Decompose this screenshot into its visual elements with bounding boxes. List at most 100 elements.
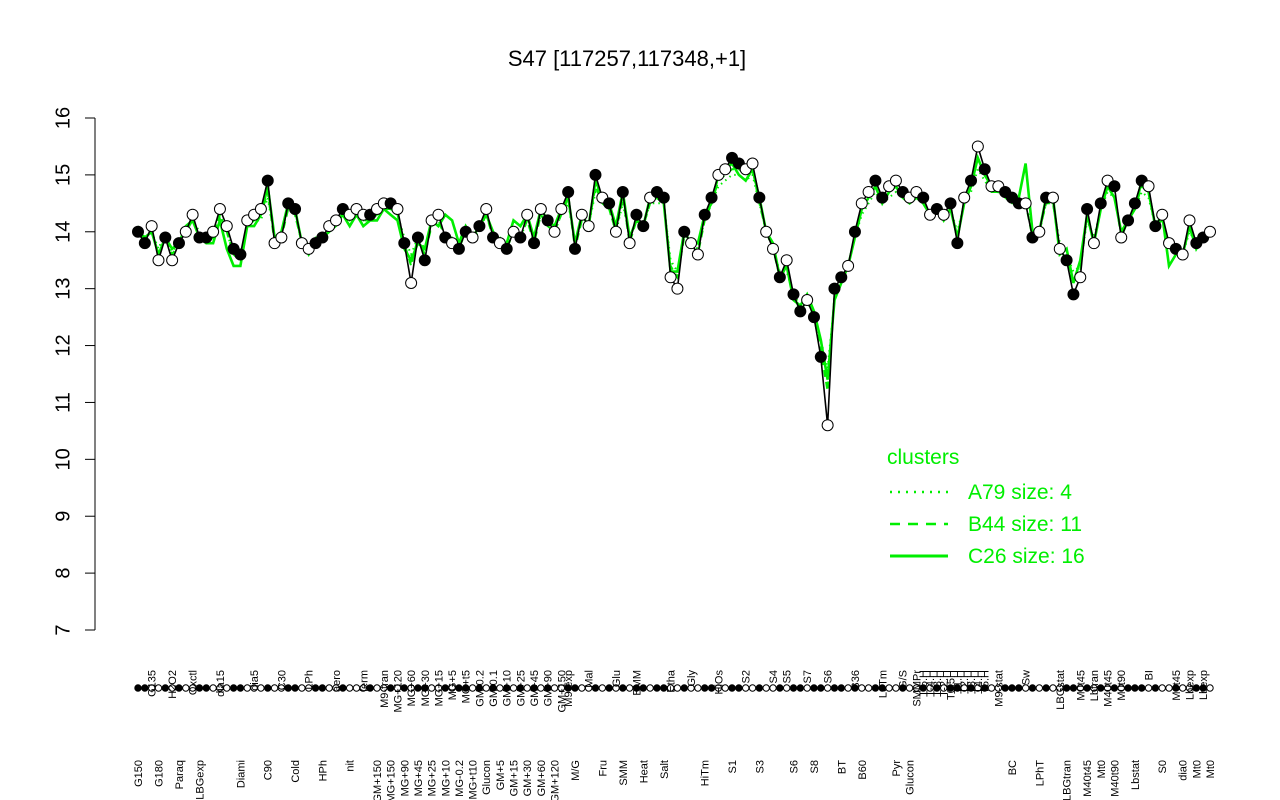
x-marker xyxy=(769,684,777,692)
x-tick-label: T1.H xyxy=(952,670,964,694)
x-tick-label: G/S xyxy=(898,670,910,689)
data-point xyxy=(609,225,622,238)
x-tick-label: G135 xyxy=(147,670,159,697)
data-point xyxy=(787,288,800,301)
x-tick-label: M0t90 xyxy=(1116,670,1128,701)
data-point xyxy=(452,242,465,255)
x-tick-label: LoTm xyxy=(877,670,889,698)
x-tick-label: S6 xyxy=(788,760,800,773)
y-tick-label: 9 xyxy=(52,511,74,522)
data-point xyxy=(411,231,424,244)
data-point xyxy=(1128,197,1141,210)
data-point xyxy=(828,282,841,295)
x-marker xyxy=(318,684,327,692)
x-tick-label: LBGstat xyxy=(1055,670,1067,710)
x-tick-label: Gly xyxy=(686,670,698,687)
x-tick-label: Pyr xyxy=(891,760,903,777)
x-tick-label: LPhT xyxy=(1034,760,1046,787)
x-tick-label: T-5.H xyxy=(918,670,930,697)
data-point xyxy=(562,185,575,198)
data-point xyxy=(289,203,302,216)
x-tick-label: G150 xyxy=(133,760,145,787)
data-point xyxy=(1081,203,1094,216)
x-tick-label: Glu xyxy=(611,670,623,687)
data-point xyxy=(876,191,889,204)
data-point xyxy=(398,237,411,250)
x-marker xyxy=(796,684,805,692)
data-point xyxy=(1046,191,1059,204)
y-tick-label: 15 xyxy=(52,164,74,186)
data-point xyxy=(261,174,274,187)
x-tick-label: GM-0.2 xyxy=(474,670,486,707)
x-tick-label: nit xyxy=(345,760,357,772)
x-marker xyxy=(236,684,245,692)
x-marker xyxy=(264,684,272,692)
x-tick-label: T4.H xyxy=(973,670,985,694)
data-point xyxy=(1115,231,1128,244)
x-marker xyxy=(598,684,607,692)
x-marker xyxy=(735,684,743,692)
x-tick-label: GM+15 xyxy=(509,760,521,796)
data-point xyxy=(835,271,848,284)
x-marker xyxy=(782,684,791,692)
x-tick-label: M0t45 xyxy=(1075,670,1087,701)
data-point xyxy=(623,237,636,250)
x-tick-label: GM-0.1 xyxy=(488,670,500,707)
data-point xyxy=(855,197,868,210)
x-marker xyxy=(1144,684,1153,692)
data-point xyxy=(1094,197,1107,210)
y-tick-label: 16 xyxy=(52,107,74,129)
data-point xyxy=(889,174,902,187)
x-tick-label: M9-exp xyxy=(563,670,575,707)
x-marker xyxy=(748,684,757,692)
data-point xyxy=(521,208,534,221)
data-point xyxy=(719,163,732,176)
x-tick-label: Mt0 xyxy=(1096,760,1108,778)
data-point xyxy=(330,214,343,227)
data-point xyxy=(848,225,861,238)
x-tick-label: HPh xyxy=(317,760,329,781)
data-point xyxy=(664,271,677,284)
x-tick-label: GM+10 xyxy=(502,670,514,706)
data-point xyxy=(1149,220,1162,233)
x-tick-label: Lbstat xyxy=(1130,760,1142,790)
x-tick-label: M/G xyxy=(570,760,582,781)
data-point xyxy=(480,203,493,216)
x-marker xyxy=(1035,684,1043,692)
x-tick-label: M40t90 xyxy=(1109,760,1121,797)
x-marker xyxy=(1008,684,1016,692)
data-point xyxy=(958,191,971,204)
legend-title: clusters xyxy=(887,446,959,469)
data-point xyxy=(944,197,957,210)
x-tick-label: LBGexp xyxy=(194,760,206,800)
x-tick-label: M0t45 xyxy=(1171,670,1183,701)
x-tick-label: Mal xyxy=(584,670,596,688)
data-point xyxy=(1067,288,1080,301)
data-point xyxy=(234,248,247,261)
data-point xyxy=(159,231,172,244)
data-point xyxy=(1074,271,1087,284)
data-point xyxy=(862,185,875,198)
data-point xyxy=(951,237,964,250)
x-tick-label: T-4.H xyxy=(925,670,937,697)
x-tick-label: HiTm xyxy=(700,760,712,786)
data-point xyxy=(514,231,527,244)
data-point xyxy=(1053,242,1066,255)
data-point xyxy=(1122,214,1135,227)
data-point xyxy=(801,294,814,307)
x-tick-label: MG+150 xyxy=(386,760,398,800)
x-tick-label: M40t45 xyxy=(1082,760,1094,797)
x-marker xyxy=(728,684,736,692)
data-point xyxy=(746,157,759,170)
x-marker xyxy=(701,684,709,692)
data-point xyxy=(671,282,684,295)
x-marker xyxy=(803,684,811,692)
x-marker xyxy=(1042,684,1050,692)
data-point xyxy=(138,237,151,250)
y-tick-label: 13 xyxy=(52,278,74,300)
x-tick-label: aero xyxy=(331,670,343,692)
x-marker xyxy=(741,684,750,692)
x-marker xyxy=(134,684,142,692)
x-tick-label: S5 xyxy=(782,670,794,683)
